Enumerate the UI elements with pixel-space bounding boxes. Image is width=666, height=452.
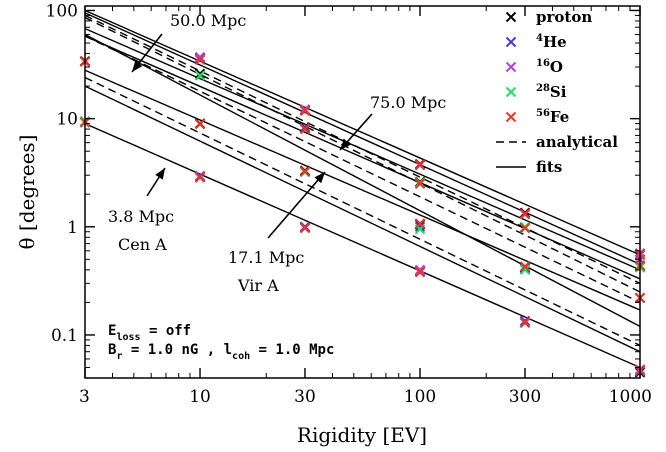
- ticks-layer: 3 10 30 100 300 1000 0.1 1 10 100: [46, 1, 652, 407]
- y-tick-label: 10: [56, 110, 78, 130]
- annotation-sublabel: Vir A: [237, 276, 279, 295]
- x-tick-label: 1000: [609, 387, 652, 407]
- annotation-label: 75.0 Mpc: [370, 93, 446, 112]
- annotation: 3.8 Mpc Cen A: [108, 207, 174, 254]
- y-axis-title: θ [degrees]: [15, 135, 39, 250]
- data-point: [519, 264, 531, 276]
- legend-entry: 4He: [505, 33, 567, 51]
- annotation: 75.0 Mpc: [370, 93, 446, 112]
- data-point: [414, 218, 426, 229]
- legend-entry: fits: [496, 158, 562, 176]
- annotation-label: 50.0 Mpc: [170, 11, 246, 30]
- annotation: 50.0 Mpc: [170, 11, 246, 30]
- legend-entry: 56Fe: [505, 108, 569, 126]
- data-point: [299, 123, 311, 135]
- data-point: [299, 105, 311, 117]
- data-point: [414, 267, 426, 278]
- y-tick-label: 100: [46, 1, 78, 21]
- annotation-arrow: [267, 171, 326, 239]
- data-point: [299, 222, 311, 233]
- fit-line: [84, 85, 641, 353]
- annotation-sublabel: Cen A: [118, 235, 167, 254]
- legend-label: 16O: [536, 58, 563, 76]
- y-tick-label: 0.1: [51, 326, 78, 346]
- legend-marker: [505, 111, 517, 123]
- data-point: [519, 315, 531, 327]
- legend-label: 28Si: [536, 83, 567, 101]
- plot-frame: [84, 5, 641, 379]
- fit-line: [84, 27, 641, 271]
- data-point: [519, 208, 531, 219]
- legend-entry: proton: [505, 8, 592, 26]
- data-point: [519, 317, 531, 328]
- analytical-line: [84, 76, 641, 347]
- legend-entry: analytical: [496, 133, 618, 151]
- legend-label: 4He: [536, 33, 567, 51]
- legend-entry: 28Si: [505, 83, 567, 101]
- annotation-arrow: [146, 167, 166, 197]
- fit-line: [84, 122, 641, 369]
- x-tick-label: 3: [79, 387, 90, 407]
- fit-line: [84, 33, 641, 328]
- x-tick-label: 300: [509, 387, 541, 407]
- annotation-label: 17.1 Mpc: [228, 248, 304, 267]
- legend-entry: 16O: [505, 58, 563, 76]
- data-point: [194, 52, 206, 64]
- legend-label: 56Fe: [536, 108, 569, 126]
- fit-line: [84, 12, 641, 265]
- data-point: [194, 70, 206, 81]
- data-point: [194, 118, 206, 130]
- annotation-label: 3.8 Mpc: [108, 207, 174, 226]
- legend-marker: [505, 36, 517, 48]
- analytical-line: [84, 14, 641, 284]
- analytical-line: [84, 35, 641, 304]
- legend: proton 4He 16O 28Si 56Fe analytical fits: [496, 8, 618, 176]
- data-point: [414, 221, 426, 233]
- legend-marker: [505, 11, 517, 23]
- x-axis-title: Rigidity [EV]: [297, 423, 427, 447]
- lines-layer: [84, 9, 641, 369]
- data-point: [414, 264, 426, 276]
- data-point: [194, 68, 206, 79]
- data-point: [414, 178, 426, 189]
- data-point: [194, 54, 206, 65]
- x-tick-label: 100: [404, 387, 436, 407]
- legend-marker: [505, 61, 517, 73]
- x-tick-label: 10: [189, 387, 211, 407]
- annotation-arrow: [131, 33, 163, 73]
- annotation-arrow: [339, 113, 373, 151]
- data-point: [194, 172, 206, 183]
- legend-label: proton: [536, 8, 592, 26]
- field-note: Br = 1.0 nG , lcoh = 1.0 Mpc: [108, 342, 334, 362]
- y-tick-label: 1: [67, 218, 78, 238]
- legend-marker: [505, 86, 517, 98]
- annotation-layer: 50.0 Mpc 75.0 Mpc 3.8 Mpc Cen A 17.1 Mpc Vir …: [108, 11, 446, 295]
- data-point: [519, 261, 531, 272]
- x-tick-label: 30: [294, 387, 316, 407]
- data-point: [299, 166, 311, 177]
- data-point: [414, 159, 426, 170]
- fit-line: [84, 69, 641, 311]
- legend-label: analytical: [536, 133, 618, 151]
- eloss-note: Eloss = off: [108, 323, 191, 343]
- data-point: [299, 104, 311, 115]
- legend-label: fits: [536, 158, 562, 176]
- data-point: [519, 223, 531, 234]
- data-point: [519, 221, 531, 233]
- fit-line: [84, 9, 641, 256]
- annotation: 17.1 Mpc Vir A: [228, 248, 304, 295]
